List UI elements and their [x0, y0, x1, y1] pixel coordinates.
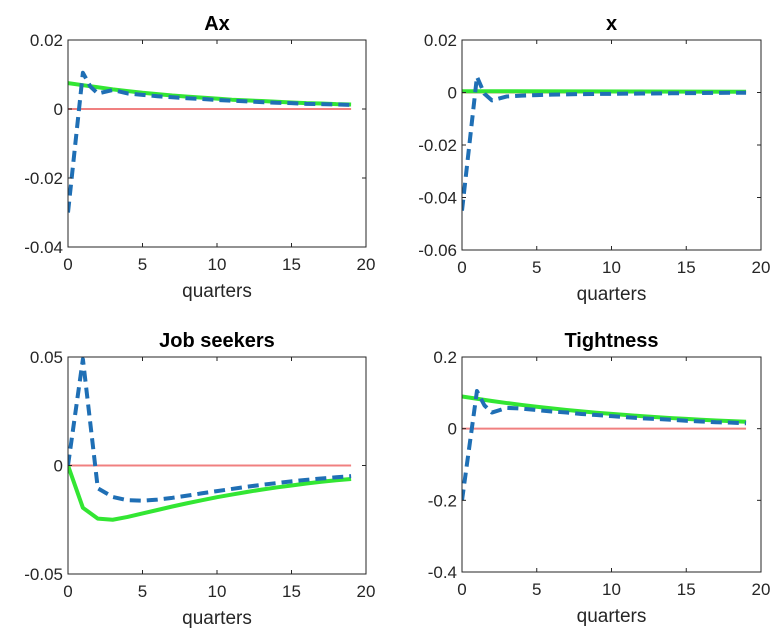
x-tick-label: 20 [357, 582, 376, 601]
y-tick-label: 0.2 [433, 348, 457, 367]
x-tick-label: 20 [752, 580, 771, 599]
x-tick-label: 10 [602, 258, 621, 277]
series-line-2 [462, 74, 747, 211]
y-tick-label: 0 [448, 420, 457, 439]
subplot-ax: 0 5 10 15 20 -0.04 -0.02 0 0.02 Ax quarters [24, 13, 375, 302]
axes-frame [461, 356, 762, 573]
y-tick-label: -0.05 [24, 565, 63, 584]
series-line-1 [462, 89, 747, 94]
x-tick-label: 10 [208, 255, 227, 274]
x-axis-label: quarters [182, 281, 252, 302]
y-tick-label: -0.02 [418, 136, 457, 155]
chart-title: Tightness [564, 330, 658, 352]
x-tick-label: 5 [138, 255, 147, 274]
x-tick-label: 10 [602, 580, 621, 599]
x-tick-label: 20 [752, 258, 771, 277]
y-tick-label: 0.02 [424, 31, 457, 50]
x-axis-label: quarters [577, 284, 647, 305]
y-tick-label: -0.02 [24, 169, 63, 188]
y-tick-label: 0 [448, 84, 457, 103]
y-tick-label: 0.02 [30, 31, 63, 50]
x-tick-label: 5 [138, 582, 147, 601]
x-tick-label: 5 [532, 580, 541, 599]
x-tick-label: 15 [677, 258, 696, 277]
series-group [68, 357, 352, 522]
series-group [68, 70, 352, 213]
series-group [462, 74, 747, 211]
x-tick-label: 0 [63, 582, 72, 601]
y-tick-label: 0.05 [30, 348, 63, 367]
x-tick-label: 15 [677, 580, 696, 599]
x-tick-label: 15 [282, 582, 301, 601]
series-line-2 [462, 389, 747, 501]
chart-title: x [606, 13, 617, 35]
x-tick-label: 15 [282, 255, 301, 274]
x-tick-label: 0 [457, 580, 466, 599]
y-tick-label: -0.2 [428, 491, 457, 510]
series-line-1 [68, 464, 352, 522]
x-tick-label: 0 [63, 255, 72, 274]
x-axis-label: quarters [577, 606, 647, 627]
x-tick-label: 20 [357, 255, 376, 274]
chart-title: Ax [204, 13, 230, 35]
x-tick-label: 5 [532, 258, 541, 277]
x-axis-label: quarters [182, 608, 252, 629]
subplot-x: 0 5 10 15 20 -0.06 -0.04 -0.02 0 0.02 x quarters [418, 13, 770, 305]
y-tick-label: -0.04 [418, 189, 457, 208]
y-tick-label: -0.04 [24, 238, 63, 257]
y-tick-label: 0 [54, 100, 63, 119]
y-tick-label: 0 [54, 457, 63, 476]
series-group [462, 389, 747, 501]
x-tick-label: 0 [457, 258, 466, 277]
chart-title: Job seekers [159, 330, 275, 352]
axes-frame [67, 39, 367, 248]
x-tick-label: 10 [208, 582, 227, 601]
series-line-2 [68, 357, 352, 503]
y-tick-label: -0.4 [428, 563, 457, 582]
series-line-2 [68, 70, 352, 213]
subplot-tightness: 0 5 10 15 20 -0.4 -0.2 0 0.2 Tightness quarters [428, 330, 771, 627]
y-tick-label: -0.06 [418, 241, 457, 260]
axes-frame [461, 39, 762, 251]
